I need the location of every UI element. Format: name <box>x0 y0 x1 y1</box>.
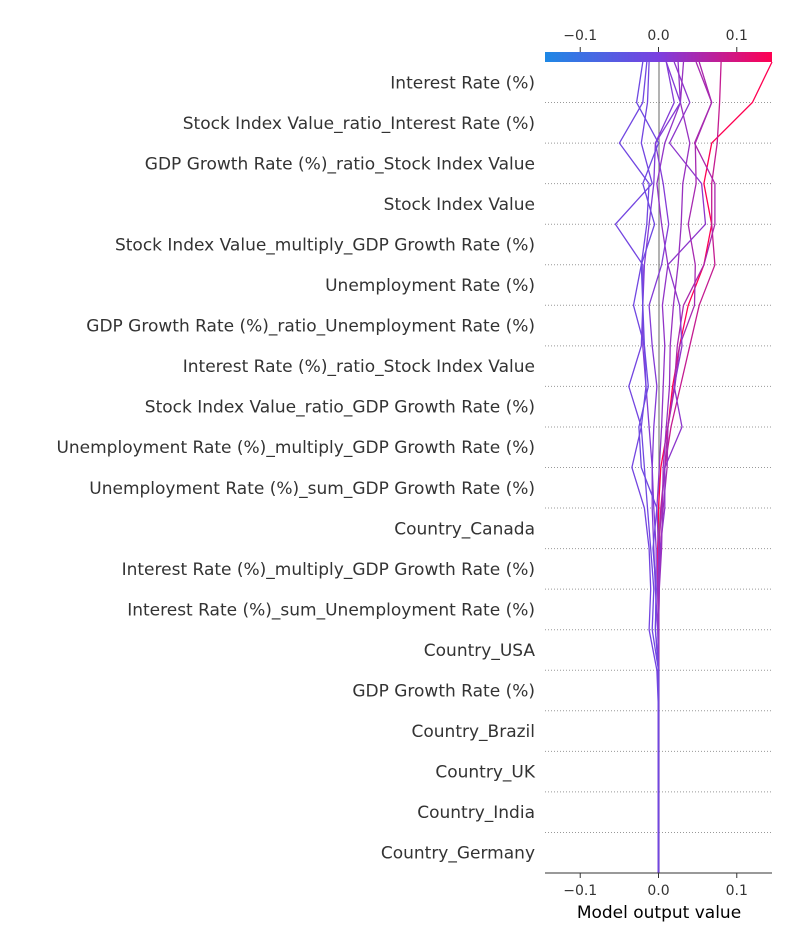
feature-label: Stock Index Value <box>384 195 535 215</box>
colorbar <box>545 52 772 62</box>
feature-label: Interest Rate (%) <box>390 73 535 93</box>
colorbar-tick-label: 0.1 <box>726 28 748 44</box>
feature-label: Unemployment Rate (%)_multiply_GDP Growt… <box>56 438 535 458</box>
feature-label: Interest Rate (%)_sum_Unemployment Rate … <box>127 600 535 620</box>
x-tick-label: 0.1 <box>726 883 748 899</box>
feature-label: Country_Canada <box>394 519 535 539</box>
feature-label: Unemployment Rate (%)_sum_GDP Growth Rat… <box>89 479 535 499</box>
colorbar-tick-label: −0.1 <box>563 28 597 44</box>
decision-line <box>635 61 660 873</box>
feature-labels: Interest Rate (%) Stock Index Value_ratio… <box>56 73 535 863</box>
feature-label: Interest Rate (%)_multiply_GDP Growth Ra… <box>122 560 535 580</box>
feature-label: Interest Rate (%)_ratio_Stock Index Valu… <box>183 357 535 377</box>
feature-label: GDP Growth Rate (%)_ratio_Stock Index Va… <box>145 154 535 174</box>
colorbar-ticks: −0.1 0.0 0.1 <box>563 28 748 52</box>
feature-label: GDP Growth Rate (%) <box>352 682 535 702</box>
feature-label: Country_USA <box>424 641 536 661</box>
x-tick-label: 0.0 <box>647 883 669 899</box>
feature-label: Country_Germany <box>381 844 535 864</box>
feature-label: Unemployment Rate (%) <box>325 276 535 296</box>
feature-grid-lines <box>545 102 772 833</box>
feature-label: Stock Index Value_ratio_Interest Rate (%… <box>183 114 535 134</box>
decision-lines <box>614 61 773 873</box>
x-axis-title: Model output value <box>577 903 741 923</box>
feature-label: GDP Growth Rate (%)_ratio_Unemployment R… <box>86 317 535 337</box>
colorbar-tick-label: 0.0 <box>647 28 669 44</box>
feature-label: Country_Brazil <box>412 722 535 742</box>
x-tick-label: −0.1 <box>563 883 597 899</box>
x-axis-ticks: −0.1 0.0 0.1 <box>563 873 748 899</box>
feature-label: Stock Index Value_multiply_GDP Growth Ra… <box>115 235 535 255</box>
feature-label: Stock Index Value_ratio_GDP Growth Rate … <box>145 398 535 418</box>
feature-label: Country_UK <box>435 763 535 783</box>
feature-label: Country_India <box>417 803 535 823</box>
